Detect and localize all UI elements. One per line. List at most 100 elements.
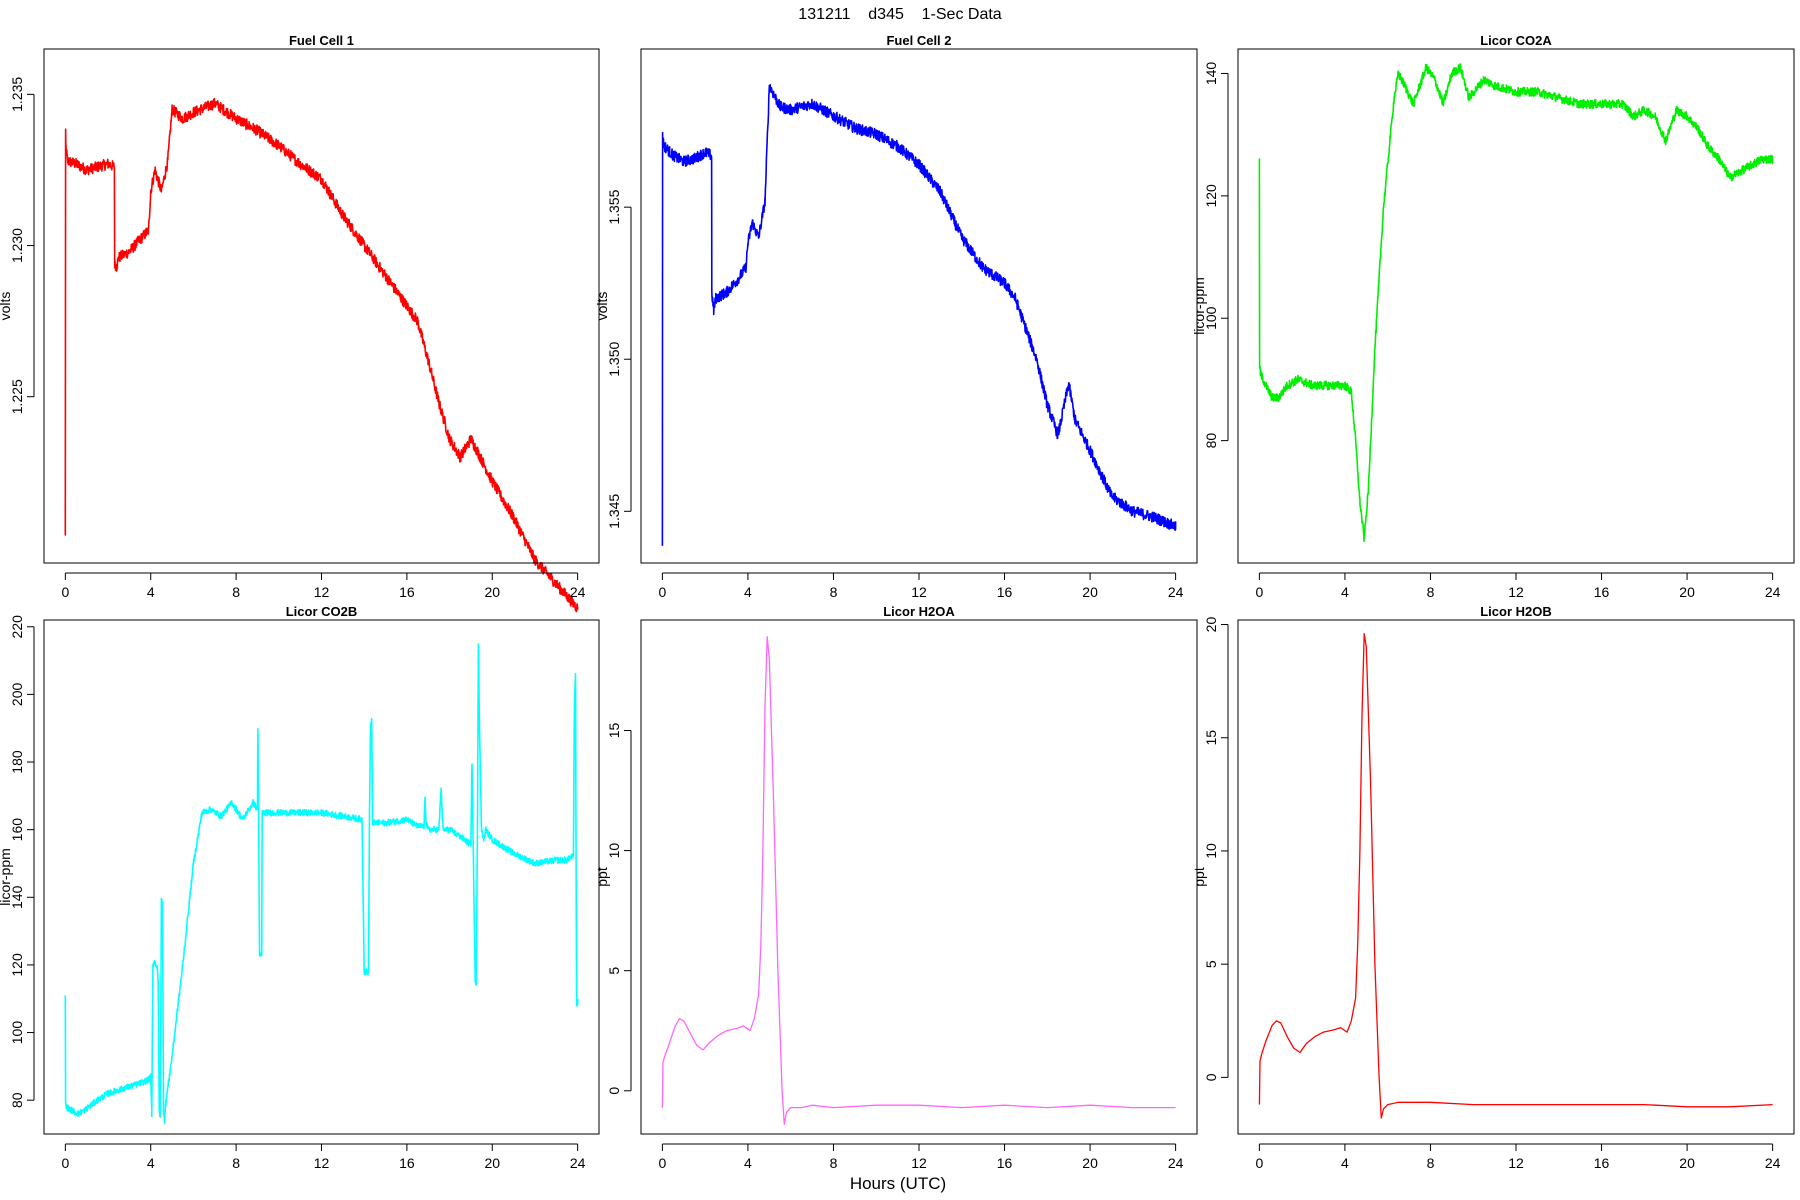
x-tick-label: 8 — [830, 1155, 838, 1171]
x-tick-label: 20 — [484, 584, 500, 600]
x-tick-label: 8 — [830, 584, 838, 600]
plot-frame — [640, 619, 1198, 1135]
x-tick-label: 16 — [399, 1155, 415, 1171]
plot-frame — [43, 619, 600, 1135]
x-tick-label: 20 — [1082, 584, 1098, 600]
x-tick-label: 12 — [1508, 1155, 1524, 1171]
chart-panel-2: Fuel Cell 2 volts 0 4 8 12 16 20 24 1.345 1.350 1.3… — [594, 33, 1198, 600]
x-tick-label: 4 — [147, 1155, 155, 1171]
data-series-line — [661, 84, 1177, 546]
plot-frame — [640, 48, 1198, 564]
x-tick-label: 12 — [911, 1155, 927, 1171]
y-tick-label: 120 — [1203, 184, 1219, 208]
y-tick-label: 0 — [606, 1087, 622, 1095]
y-tick-label: 5 — [606, 967, 622, 975]
y-axis-label: licor-ppm — [1191, 277, 1207, 335]
y-tick-label: 120 — [9, 953, 25, 977]
panel-title: Licor CO2B — [286, 604, 358, 619]
x-tick-label: 12 — [314, 584, 330, 600]
x-tick-label: 16 — [1594, 584, 1610, 600]
x-tick-label: 20 — [1082, 1155, 1098, 1171]
y-axis-label: licor-ppm — [0, 848, 13, 906]
x-tick-label: 0 — [61, 584, 69, 600]
y-tick-label: 1.235 — [9, 77, 25, 112]
x-tick-label: 24 — [1168, 584, 1184, 600]
y-tick-label: 20 — [1203, 617, 1219, 633]
chart-panel-5: Licor H2OA ppt 0 4 8 12 16 20 24 0 5 10 15 — [594, 604, 1198, 1171]
figure-title: 131211 d345 1-Sec Data — [798, 6, 1002, 23]
panel-title: Licor H2OB — [1480, 604, 1552, 619]
y-tick-label: 1.350 — [606, 342, 622, 377]
x-tick-label: 8 — [1427, 1155, 1435, 1171]
plot-frame — [1237, 619, 1795, 1135]
panel-title: Fuel Cell 1 — [289, 33, 354, 48]
y-tick-label: 140 — [9, 885, 25, 909]
x-tick-label: 4 — [744, 1155, 752, 1171]
x-tick-label: 24 — [570, 584, 586, 600]
data-series-line — [64, 97, 579, 613]
y-tick-label: 15 — [606, 722, 622, 738]
x-tick-label: 0 — [1255, 1155, 1263, 1171]
x-tick-label: 16 — [1594, 1155, 1610, 1171]
x-tick-label: 8 — [232, 584, 240, 600]
y-tick-label: 100 — [9, 1021, 25, 1045]
y-tick-label: 80 — [1203, 433, 1219, 449]
y-axis-label: ppt — [594, 867, 610, 887]
y-tick-label: 1.225 — [9, 379, 25, 414]
x-tick-label: 4 — [147, 584, 155, 600]
x-tick-label: 24 — [1168, 1155, 1184, 1171]
x-tick-label: 0 — [658, 1155, 666, 1171]
panel-title: Licor CO2A — [1480, 33, 1552, 48]
x-tick-label: 20 — [1679, 584, 1695, 600]
x-tick-label: 12 — [911, 584, 927, 600]
x-tick-label: 4 — [1341, 584, 1349, 600]
y-tick-label: 0 — [1203, 1073, 1219, 1081]
chart-panel-1: Fuel Cell 1 volts 0 4 8 12 16 20 24 1.225 1.230 1.2… — [0, 33, 600, 613]
x-tick-label: 4 — [1341, 1155, 1349, 1171]
plot-frame — [1237, 48, 1795, 564]
y-tick-label: 1.355 — [606, 189, 622, 224]
x-tick-label: 24 — [1765, 584, 1781, 600]
y-tick-label: 100 — [1203, 306, 1219, 330]
x-tick-label: 12 — [314, 1155, 330, 1171]
x-tick-label: 0 — [658, 584, 666, 600]
x-tick-label: 0 — [61, 1155, 69, 1171]
y-axis-label: volts — [0, 292, 13, 321]
y-tick-label: 5 — [1203, 960, 1219, 968]
figure-x-axis-label: Hours (UTC) — [850, 1174, 946, 1193]
y-tick-label: 10 — [1203, 843, 1219, 859]
y-tick-label: 200 — [9, 683, 25, 707]
y-tick-label: 1.230 — [9, 228, 25, 263]
panel-title: Licor H2OA — [883, 604, 955, 619]
chart-panel-4: Licor CO2B licor-ppm 0 4 8 12 16 20 24 80 100 120 14… — [0, 604, 600, 1171]
data-series-line — [661, 636, 1176, 1126]
y-tick-label: 180 — [9, 750, 25, 774]
x-tick-label: 8 — [232, 1155, 240, 1171]
x-tick-label: 20 — [1679, 1155, 1695, 1171]
chart-panel-3: Licor CO2A licor-ppm 0 4 8 12 16 20 24 80 100 120 14… — [1191, 33, 1795, 600]
x-tick-label: 16 — [997, 1155, 1013, 1171]
y-axis-label: ppt — [1191, 867, 1207, 887]
x-tick-label: 12 — [1508, 584, 1524, 600]
y-tick-label: 140 — [1203, 62, 1219, 86]
x-tick-label: 4 — [744, 584, 752, 600]
panels-group: Fuel Cell 1 volts 0 4 8 12 16 20 24 1.225 1.230 1.2… — [0, 33, 1795, 1171]
y-axis-label: volts — [594, 292, 610, 321]
data-series-line — [64, 643, 579, 1125]
y-tick-label: 220 — [9, 615, 25, 639]
y-tick-label: 10 — [606, 843, 622, 859]
data-series-line — [1258, 632, 1773, 1119]
data-series-line — [1258, 63, 1774, 543]
y-tick-label: 15 — [1203, 730, 1219, 746]
y-tick-label: 1.345 — [606, 494, 622, 529]
x-tick-label: 8 — [1427, 584, 1435, 600]
x-tick-label: 24 — [1765, 1155, 1781, 1171]
y-tick-label: 80 — [9, 1092, 25, 1108]
panel-title: Fuel Cell 2 — [886, 33, 951, 48]
y-tick-label: 160 — [9, 818, 25, 842]
chart-panel-6: Licor H2OB ppt 0 4 8 12 16 20 24 0 5 10 15 20 — [1191, 604, 1795, 1171]
x-tick-label: 16 — [997, 584, 1013, 600]
x-tick-label: 24 — [570, 1155, 586, 1171]
